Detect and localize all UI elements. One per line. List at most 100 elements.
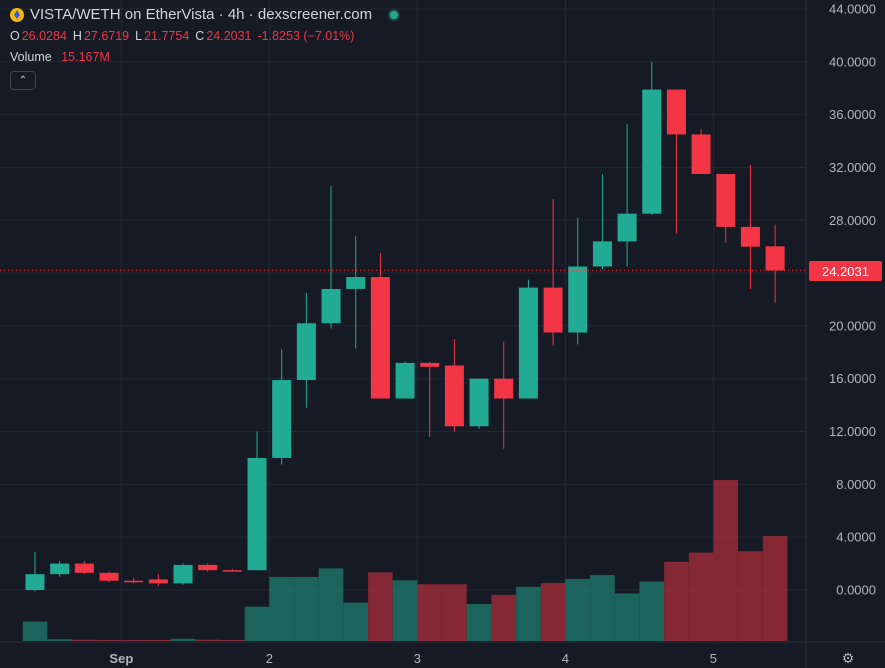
candle [346,236,366,349]
candle-body [691,134,711,175]
candle [148,574,168,587]
candle [765,224,785,303]
candle-body [25,574,45,590]
volume-legend: Volume 15.167M [10,50,110,64]
candle-body [716,174,736,227]
candle [666,89,686,234]
candle-body [148,579,168,584]
candle-body [395,362,415,399]
candle-body [124,580,144,583]
candle-body [518,287,538,399]
volume-bar [318,568,344,641]
candle [444,339,464,432]
close-label: C [195,29,205,43]
y-tick-label: 8.0000 [836,477,876,492]
x-tick-label: 4 [562,651,569,666]
last-price-label: 24.2031 [809,261,882,281]
candle-body [74,563,94,573]
volume-bar [639,581,665,641]
candle [617,123,637,267]
time-axis: Sep 2 3 4 5 [109,651,717,666]
candle [296,292,316,408]
candle [740,164,760,289]
price-axis: 44.000040.000036.000032.000028.000024.00… [829,2,876,598]
candle-body [420,362,440,367]
candle-body [444,365,464,427]
volume-bar [491,594,517,641]
chart-settings-button[interactable]: ⚙ [840,650,856,666]
candle [222,568,242,572]
volume-bar [738,551,763,641]
candle [25,551,45,592]
candle-body [568,266,588,333]
volume-bar [195,639,220,641]
candle-body [346,277,366,289]
candle-body [247,457,267,571]
volume-bar [664,561,689,641]
y-tick-label: 20.0000 [829,318,876,333]
candle [420,361,440,437]
volume-bar [96,640,122,641]
volume-bar [516,586,541,641]
y-tick-label: 40.0000 [829,54,876,69]
volume-bar [294,576,319,641]
candle [716,174,736,243]
volume-bar [121,640,146,641]
candle [469,378,489,429]
candle [321,185,341,329]
volume-bar [688,552,714,641]
candle-body [296,323,316,381]
volume-bar [343,602,369,641]
y-tick-label: 36.0000 [829,107,876,122]
volume-bar [22,621,48,641]
price-candles [25,61,785,592]
candle [99,571,119,583]
volume-bars [22,480,788,641]
candle [370,253,390,399]
change-value: -1.8253 (−7.01%) [257,29,355,43]
candle-body [272,380,292,458]
volume-bar [220,640,245,641]
candle [395,361,415,399]
y-tick-label: 0.0000 [836,583,876,598]
volume-bar [540,582,566,641]
candle-body [370,277,390,399]
volume-bar [392,580,418,641]
chart-header: VISTA/WETH on EtherVista · 4h · dexscree… [10,6,401,23]
volume-label: Volume [10,50,52,64]
candle-body [469,378,489,427]
volume-bar [170,638,196,641]
gear-icon: ⚙ [841,649,855,666]
volume-bar [146,640,171,641]
volume-bar [368,572,393,641]
y-tick-label: 32.0000 [829,160,876,175]
candle [568,217,588,345]
candle-body [99,572,119,581]
candle-body [494,378,514,399]
low-value: 21.7754 [144,29,190,43]
candle [592,174,612,270]
x-tick-label: 2 [266,651,273,666]
collapse-legend-button[interactable]: ⌃ [10,71,36,90]
candle [124,578,144,584]
candle [272,349,292,465]
volume-bar [269,576,294,641]
volume-value: 15.167M [61,50,110,64]
candle-body [321,288,341,324]
candle-body [543,287,563,333]
volume-bar [590,575,615,641]
pair-title: VISTA/WETH on EtherVista · 4h · dexscree… [30,6,373,23]
x-tick-label: 5 [710,651,717,666]
candle-body [198,564,218,571]
x-tick-label: 3 [414,651,421,666]
candle-body [50,563,70,575]
candle-body [740,226,760,247]
volume-bar [47,639,72,641]
candle [173,563,193,585]
volume-bar [466,604,492,641]
volume-bar [565,578,591,641]
candle [518,279,538,399]
candle [74,560,94,575]
